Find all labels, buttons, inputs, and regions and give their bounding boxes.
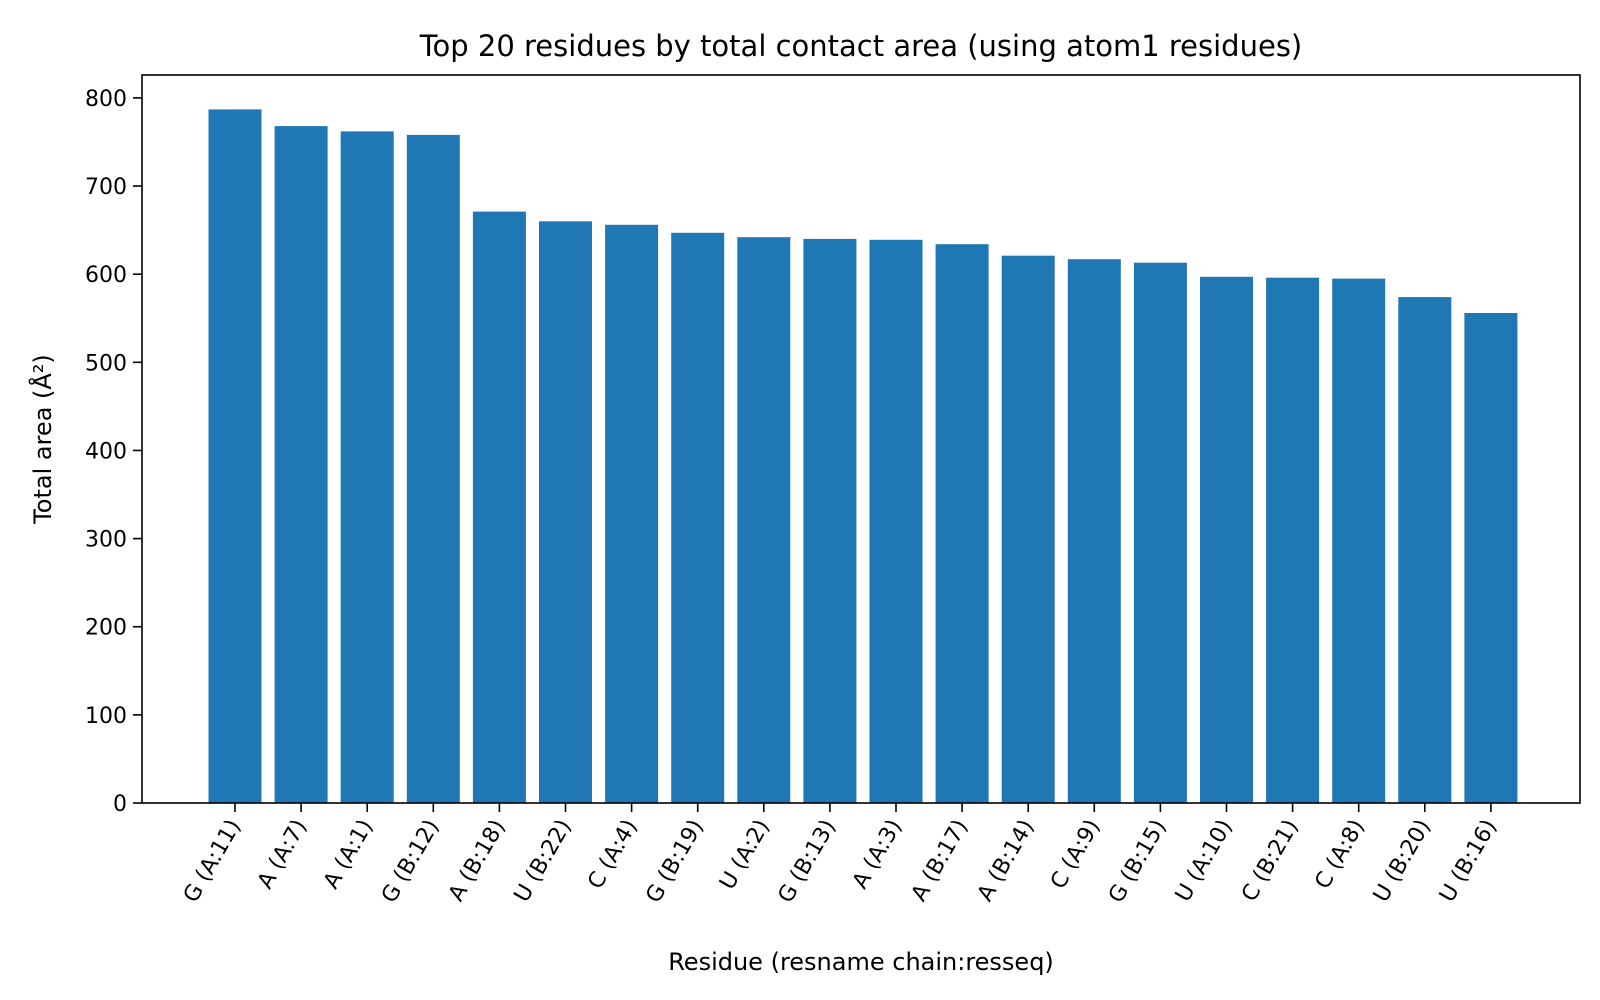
y-axis: 0 100 200 300 400 500 600 700 800	[85, 87, 142, 817]
plot-frame	[141, 74, 1581, 804]
y-tick-label-3: 300	[85, 528, 127, 553]
x-tick-label-13: C (A:9)	[1046, 816, 1105, 894]
x-tick-label-6: C (A:4)	[583, 816, 642, 894]
x-tick-label-19: U (B:16)	[1435, 816, 1502, 907]
bar-13	[1067, 259, 1121, 803]
x-tick-label-17: C (A:8)	[1310, 816, 1369, 894]
x-tick-label-10: A (A:3)	[848, 816, 907, 894]
chart-title: Top 20 residues by total contact area (u…	[419, 29, 1303, 63]
bar-9	[803, 238, 857, 803]
bar-1	[274, 126, 328, 804]
x-tick-label-11: A (B:17)	[907, 816, 974, 906]
bar-8	[737, 237, 791, 803]
x-tick-label-5: U (B:22)	[510, 816, 577, 907]
y-tick-label-2: 200	[85, 616, 127, 641]
x-tick-label-8: U (A:2)	[715, 816, 775, 895]
bar-10	[869, 239, 923, 804]
bar-19	[1464, 313, 1518, 803]
x-tick-label-16: C (B:21)	[1237, 816, 1304, 906]
bar-16	[1266, 277, 1320, 803]
bar-14	[1133, 262, 1187, 803]
x-tick-label-2: A (A:1)	[319, 816, 378, 894]
y-tick-label-5: 500	[85, 351, 127, 376]
x-axis: G (A:11) A (A:7) A (A:1)G (B:12) A (B:18) U …	[179, 803, 1502, 907]
y-tick-label-8: 800	[85, 87, 127, 112]
bar-2	[340, 131, 394, 803]
x-tick-label-18: U (B:20)	[1369, 816, 1436, 907]
bar-4	[472, 211, 526, 804]
y-tick-label-4: 400	[85, 439, 127, 464]
x-tick-label-0: G (A:11)	[179, 816, 246, 908]
x-tick-label-7: G (B:19)	[641, 816, 709, 908]
bar-12	[1001, 255, 1055, 803]
y-tick-label-0: 0	[113, 792, 127, 817]
y-tick-label-6: 600	[85, 263, 127, 288]
bar-0	[208, 109, 262, 803]
bar-6	[605, 224, 659, 804]
x-tick-label-12: A (B:14)	[973, 816, 1040, 906]
bar-15	[1200, 276, 1253, 803]
y-tick-label-7: 700	[85, 175, 127, 200]
bar-17	[1332, 278, 1386, 804]
y-axis-label: Total area (Å²)	[28, 354, 57, 525]
x-tick-label-1: A (A:7)	[253, 816, 312, 894]
x-tick-label-3: G (B:12)	[377, 816, 445, 908]
x-tick-label-14: G (B:15)	[1104, 816, 1172, 908]
bars-group	[208, 109, 1518, 804]
x-axis-label: Residue (resname chain:resseq)	[668, 948, 1054, 976]
x-tick-label-9: G (B:13)	[774, 816, 842, 908]
bar-11	[935, 244, 989, 803]
bar-7	[671, 232, 725, 804]
bar-18	[1398, 297, 1452, 803]
y-tick-label-1: 100	[85, 704, 127, 729]
x-tick-label-4: A (B:18)	[444, 816, 511, 906]
x-tick-label-15: U (A:10)	[1171, 816, 1238, 907]
bar-3	[406, 134, 460, 803]
bar-5	[539, 221, 592, 804]
